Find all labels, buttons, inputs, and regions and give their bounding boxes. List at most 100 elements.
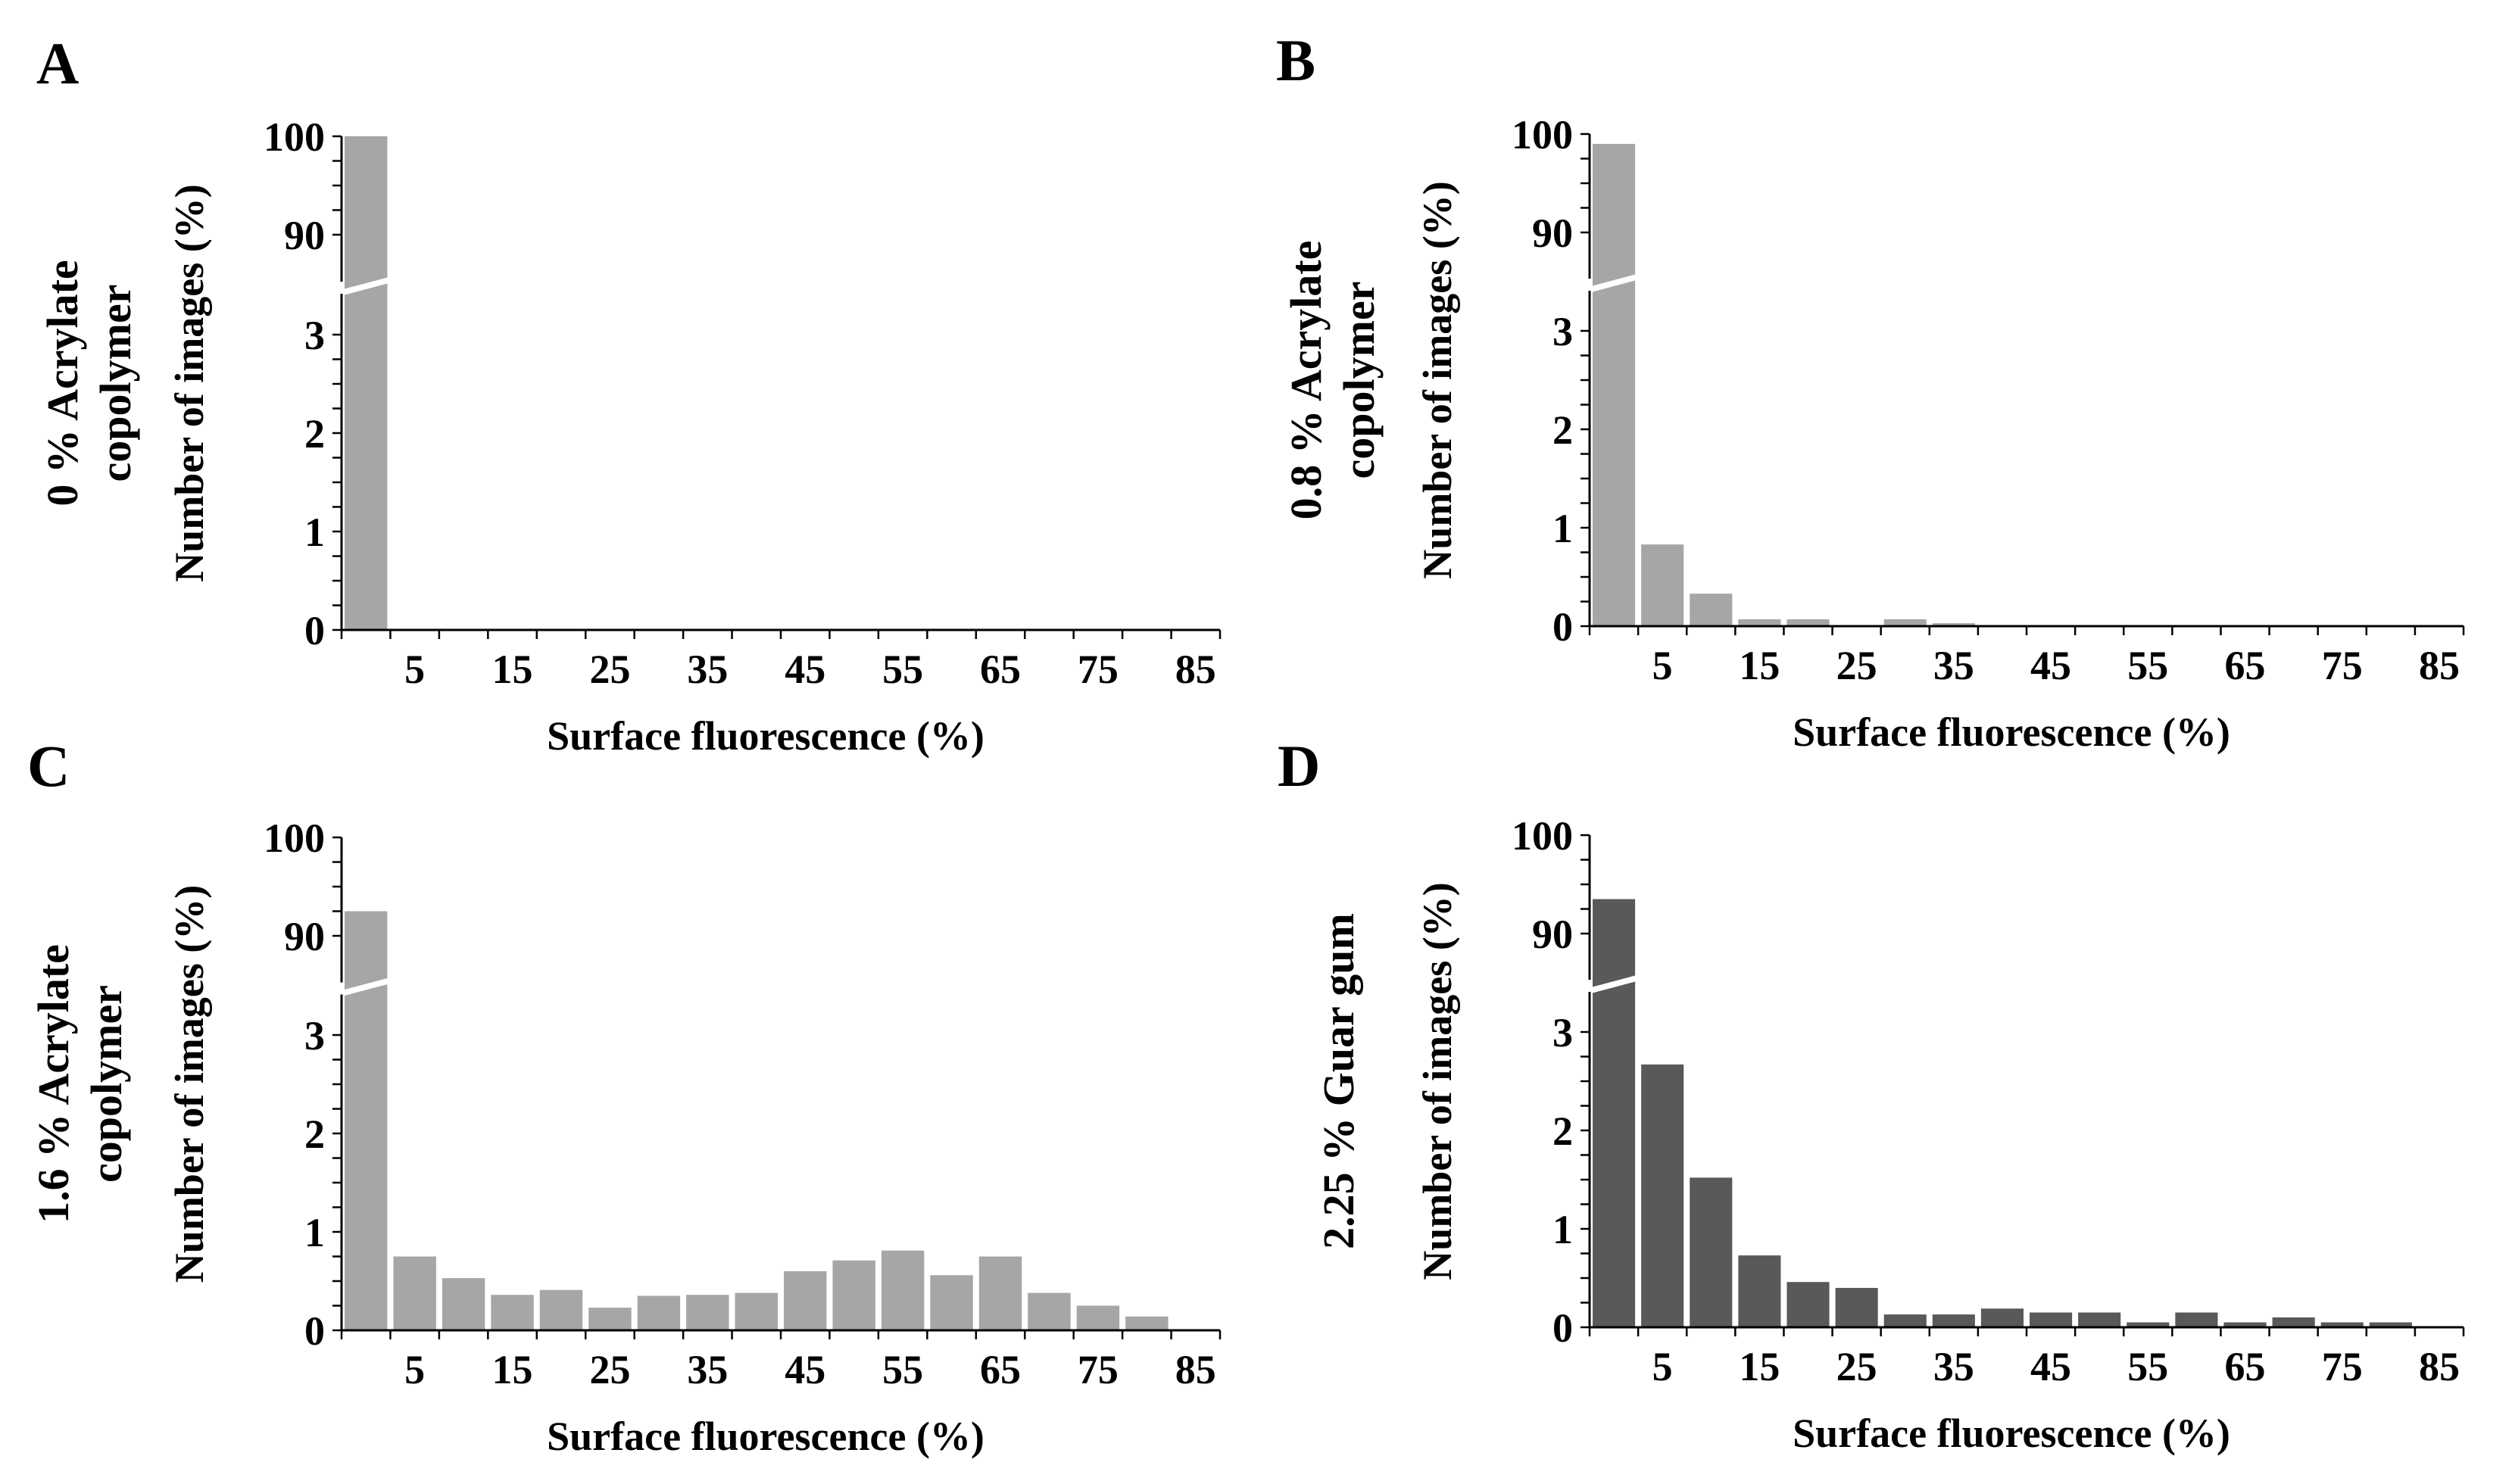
panel-title-line: 0.8 % Acrylate xyxy=(1281,241,1331,520)
bar xyxy=(686,1295,729,1330)
axis-break-gap xyxy=(1591,975,1637,993)
bar xyxy=(588,1308,632,1330)
panel-title: 2.25 % Guar gum xyxy=(1314,913,1363,1249)
x-tick-label: 25 xyxy=(589,1347,630,1392)
x-tick-label: 75 xyxy=(1078,647,1119,692)
y-tick-label: 100 xyxy=(264,815,325,861)
bar xyxy=(1641,1064,1684,1327)
bar xyxy=(1125,1316,1169,1330)
bar xyxy=(1786,619,1830,626)
bar xyxy=(393,1256,436,1330)
x-tick-label: 65 xyxy=(980,647,1021,692)
bar xyxy=(1738,619,1781,626)
x-tick-label: 5 xyxy=(404,647,425,692)
bar xyxy=(1932,623,1975,626)
bar xyxy=(2223,1322,2267,1327)
bar xyxy=(930,1275,973,1330)
x-axis-label: Surface fluorescence (%) xyxy=(547,1414,985,1459)
panel-title: 0.8 % Acrylatecopolymer xyxy=(1281,241,1384,520)
bar xyxy=(881,1250,925,1330)
y-tick-label: 3 xyxy=(1552,1010,1573,1055)
bar xyxy=(1690,1177,1733,1327)
x-tick-label: 15 xyxy=(1739,643,1780,688)
panel-label: B xyxy=(1276,27,1315,93)
bar xyxy=(2272,1317,2315,1327)
x-tick-label: 55 xyxy=(2127,643,2168,688)
bar xyxy=(1076,1305,1120,1330)
panel-title-line: 2.25 % Guar gum xyxy=(1314,913,1363,1249)
y-tick-label: 2 xyxy=(1552,1108,1573,1154)
x-tick-label: 15 xyxy=(492,647,533,692)
y-axis-label: Number of images (%) xyxy=(167,885,212,1283)
panel-title-line: copolymer xyxy=(82,985,131,1183)
y-tick-label: 0 xyxy=(304,608,325,653)
bar xyxy=(2030,1312,2073,1327)
x-tick-label: 35 xyxy=(1933,1344,1974,1389)
y-tick-label: 0 xyxy=(304,1308,325,1354)
y-tick-label: 2 xyxy=(304,1111,325,1157)
y-tick-label: 0 xyxy=(1552,1305,1573,1351)
bar xyxy=(539,1289,583,1330)
y-tick-label: 3 xyxy=(304,313,325,358)
y-axis-label: Number of images (%) xyxy=(1415,181,1460,578)
panel-a: A 0 % Acrylatecopolymer Number of images (… xyxy=(36,30,1222,759)
panel-title: 1.6 % Acrylatecopolymer xyxy=(29,944,131,1224)
x-tick-label: 15 xyxy=(492,1347,533,1392)
y-tick-label: 100 xyxy=(1512,112,1573,157)
x-tick-label: 75 xyxy=(2322,1344,2363,1389)
y-tick-label: 1 xyxy=(304,510,325,555)
y-tick-label: 0 xyxy=(1552,604,1573,650)
bar xyxy=(1883,619,1927,626)
bar xyxy=(1593,899,1636,1327)
y-tick-label: 100 xyxy=(1512,813,1573,859)
y-tick-label: 1 xyxy=(304,1210,325,1255)
x-tick-label: 65 xyxy=(2225,1344,2266,1389)
x-tick-label: 75 xyxy=(1078,1347,1119,1392)
x-tick-label: 55 xyxy=(882,1347,923,1392)
x-tick-label: 15 xyxy=(1739,1344,1780,1389)
x-tick-label: 25 xyxy=(1836,643,1877,688)
axis-break-gap xyxy=(1591,274,1637,292)
axis-break-gap xyxy=(343,277,389,295)
panel-title-line: copolymer xyxy=(91,285,140,482)
bar xyxy=(1641,544,1684,626)
bar xyxy=(442,1278,485,1330)
x-tick-label: 45 xyxy=(2030,1344,2071,1389)
x-tick-label: 85 xyxy=(1175,647,1216,692)
y-tick-label: 1 xyxy=(1552,506,1573,551)
panel-title-line: 1.6 % Acrylate xyxy=(29,944,78,1224)
bar xyxy=(735,1292,778,1330)
y-tick-label: 90 xyxy=(1532,210,1573,256)
bar xyxy=(1932,1314,1975,1327)
bar xyxy=(345,136,388,630)
bar xyxy=(1690,594,1733,626)
bar xyxy=(491,1295,534,1330)
bar xyxy=(2320,1322,2364,1327)
x-tick-label: 75 xyxy=(2322,643,2363,688)
x-tick-label: 5 xyxy=(404,1347,425,1392)
y-tick-label: 2 xyxy=(304,411,325,457)
x-tick-label: 35 xyxy=(687,1347,728,1392)
x-tick-label: 45 xyxy=(785,1347,825,1392)
y-tick-label: 3 xyxy=(304,1013,325,1058)
panel-title-line: copolymer xyxy=(1334,282,1384,479)
x-tick-label: 55 xyxy=(882,647,923,692)
panel-label: D xyxy=(1278,733,1320,799)
x-tick-label: 5 xyxy=(1652,1344,1673,1389)
y-axis-label: Number of images (%) xyxy=(167,184,212,581)
panel-d: D 2.25 % Guar gum Number of images (%) 0 1 2 3… xyxy=(1278,733,2465,1456)
x-tick-label: 85 xyxy=(2419,1344,2460,1389)
x-axis-label: Surface fluorescence (%) xyxy=(1793,1411,2230,1456)
panel-title-line: 0 % Acrylate xyxy=(38,260,87,506)
bar xyxy=(637,1295,681,1330)
y-tick-label: 90 xyxy=(284,213,325,258)
panel-b: B 0.8 % Acrylatecopolymer Number of images… xyxy=(1276,27,2465,755)
x-tick-label: 25 xyxy=(1836,1344,1877,1389)
x-tick-label: 85 xyxy=(2419,643,2460,688)
panel-label: A xyxy=(36,30,79,96)
x-tick-label: 65 xyxy=(980,1347,1021,1392)
x-tick-label: 35 xyxy=(1933,643,1974,688)
y-tick-label: 2 xyxy=(1552,407,1573,453)
bar xyxy=(1980,1308,2024,1327)
